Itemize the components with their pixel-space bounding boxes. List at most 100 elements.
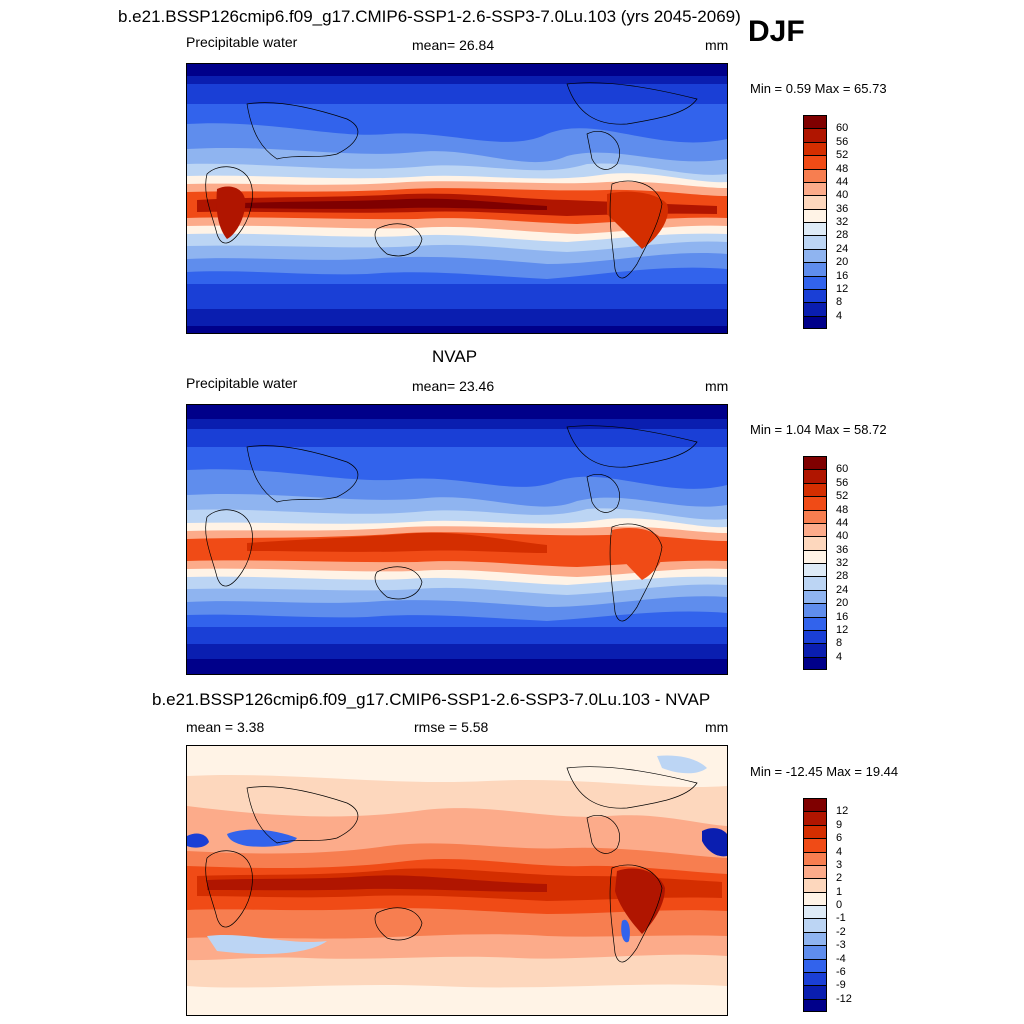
colorbar-segment (804, 236, 826, 250)
panel3-title: b.e21.BSSP126cmip6.f09_g17.CMIP6-SSP1-2.… (152, 690, 711, 709)
panel2-units-label: mm (705, 378, 729, 394)
colorbar-segment (804, 156, 826, 170)
colorbar-segment (804, 617, 826, 631)
colorbar-segment (804, 470, 826, 484)
colorbar-segment (804, 879, 826, 893)
colorbar-tick-label: 20 (836, 256, 849, 269)
colorbar-tick-label: 28 (836, 570, 849, 583)
colorbar-segment (804, 892, 826, 906)
colorbar-tick-label: 8 (836, 296, 843, 309)
colorbar-tick-label: 24 (836, 242, 849, 255)
colorbar-tick-label: 12 (836, 282, 849, 295)
colorbar-segment (804, 919, 826, 933)
colorbar-segment (804, 249, 826, 264)
colorbar-segment (804, 142, 826, 157)
colorbar-segment (804, 959, 826, 973)
colorbar-tick-label: 44 (836, 175, 849, 188)
colorbar-tick-label: 28 (836, 229, 849, 242)
colorbar-tick-label: 36 (836, 543, 849, 556)
panel2-colorbar (803, 456, 827, 670)
colorbar-tick-label: 32 (836, 557, 849, 569)
colorbar-segment (804, 303, 826, 317)
colorbar-tick-label: 40 (836, 530, 849, 543)
colorbar-segment (804, 630, 826, 645)
colorbar-segment (804, 537, 826, 551)
season-label: DJF (748, 15, 805, 48)
colorbar-tick-label: -1 (836, 912, 846, 925)
panel3-map (186, 745, 728, 1016)
colorbar-tick-label: -4 (836, 952, 846, 965)
panel1-variable-label: Precipitable water (186, 34, 298, 50)
panel2-minmax-label: Min = 1.04 Max = 58.72 (750, 422, 887, 437)
colorbar-tick-label: 4 (836, 650, 843, 663)
colorbar-segment (804, 932, 826, 947)
main-title: b.e21.BSSP126cmip6.f09_g17.CMIP6-SSP1-2.… (118, 7, 741, 26)
colorbar-segment (804, 799, 826, 813)
colorbar-tick-label: 3 (836, 858, 843, 871)
colorbar-tick-label: 1 (836, 885, 843, 898)
colorbar-segment (804, 263, 826, 277)
colorbar-segment (804, 564, 826, 578)
panel1-minmax-label: Min = 0.59 Max = 65.73 (750, 81, 887, 96)
colorbar-tick-label: 56 (836, 476, 849, 489)
colorbar-segment (804, 182, 826, 197)
colorbar-segment (804, 289, 826, 304)
colorbar-tick-label: 48 (836, 503, 849, 516)
colorbar-tick-label: 20 (836, 597, 849, 610)
colorbar-tick-label: 52 (836, 149, 849, 162)
panel3-rmse-label: rmse = 5.58 (414, 719, 489, 735)
colorbar-tick-label: 60 (836, 122, 849, 135)
colorbar-tick-label: -12 (836, 992, 852, 1005)
colorbar-segment (804, 129, 826, 143)
colorbar-segment (804, 510, 826, 524)
colorbar-segment (804, 497, 826, 511)
panel2-map (186, 404, 728, 675)
colorbar-tick-label: 16 (836, 610, 849, 623)
colorbar-segment (804, 523, 826, 538)
colorbar-segment (804, 276, 826, 290)
colorbar-segment (804, 906, 826, 920)
colorbar-tick-label: 56 (836, 135, 849, 148)
colorbar-segment (804, 316, 826, 328)
panel1-colorbar (803, 115, 827, 329)
colorbar-segment (804, 812, 826, 826)
colorbar-tick-label: 16 (836, 269, 849, 282)
panel1-field-plot (187, 64, 727, 333)
colorbar-segment (804, 457, 826, 471)
panel2-variable-label: Precipitable water (186, 375, 298, 391)
colorbar-segment (804, 577, 826, 591)
colorbar-tick-label: 4 (836, 845, 843, 858)
colorbar-segment (804, 986, 826, 1000)
colorbar-segment (804, 999, 826, 1011)
panel1-mean-label: mean= 26.84 (412, 37, 495, 53)
colorbar-segment (804, 852, 826, 866)
colorbar-tick-label: 4 (836, 309, 843, 322)
colorbar-tick-label: 40 (836, 189, 849, 202)
colorbar-tick-label: -6 (836, 965, 846, 978)
colorbar-tick-label: -2 (836, 925, 846, 938)
colorbar-tick-label: 32 (836, 216, 849, 228)
colorbar-tick-label: 9 (836, 818, 843, 831)
panel3-mean-label: mean = 3.38 (186, 719, 265, 735)
colorbar-segment (804, 825, 826, 840)
colorbar-tick-label: 6 (836, 832, 843, 845)
colorbar-tick-label: 2 (836, 872, 843, 885)
panel2-mean-label: mean= 23.46 (412, 378, 495, 394)
colorbar-segment (804, 550, 826, 564)
panel2-field-plot (187, 405, 727, 674)
colorbar-tick-label: 52 (836, 490, 849, 503)
colorbar-tick-label: 60 (836, 463, 849, 476)
colorbar-segment (804, 209, 826, 223)
colorbar-segment (804, 483, 826, 498)
colorbar-tick-label: 36 (836, 202, 849, 215)
colorbar-segment (804, 644, 826, 658)
colorbar-segment (804, 196, 826, 210)
colorbar-segment (804, 972, 826, 987)
colorbar-tick-label: 24 (836, 583, 849, 596)
colorbar-segment (804, 590, 826, 605)
panel3-colorbar (803, 798, 827, 1012)
colorbar-tick-label: 12 (836, 805, 849, 818)
colorbar-segment (804, 839, 826, 853)
colorbar-tick-label: -3 (836, 939, 846, 952)
panel1-map (186, 63, 728, 334)
